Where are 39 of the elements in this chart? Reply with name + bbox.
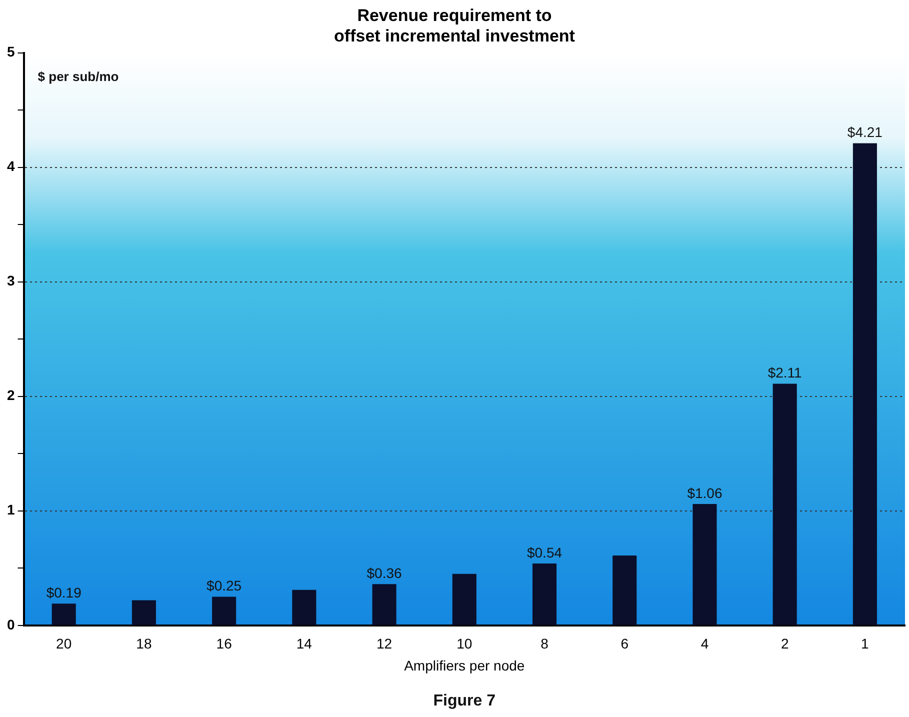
bar (692, 504, 717, 625)
bar (52, 604, 76, 625)
data-label: $0.25 (206, 578, 242, 594)
y-tick-label: 1 (6, 502, 15, 518)
data-label: $2.11 (768, 364, 802, 381)
x-tick-label: 16 (216, 636, 232, 652)
y-tick-label: 4 (6, 158, 15, 174)
x-tick-label: 12 (376, 636, 392, 652)
x-tick-label: 18 (136, 636, 152, 652)
y-tick-label: 0 (6, 616, 15, 632)
y-axis-title: $ per sub/mo (38, 68, 119, 84)
caption: Figure 7 (433, 692, 496, 710)
bar (372, 584, 396, 625)
x-axis-title: Amplifiers per node (404, 657, 525, 674)
bar (132, 600, 156, 625)
bar (212, 596, 236, 625)
data-label: $0.19 (46, 584, 82, 600)
bar (852, 143, 877, 625)
y-tick-label: 3 (6, 272, 15, 289)
bar (772, 384, 797, 625)
bar (612, 556, 637, 625)
x-tick-label: 20 (56, 636, 72, 652)
x-tick-label: 8 (540, 636, 549, 652)
x-tick-label: 14 (296, 636, 312, 652)
x-tick-label: 10 (456, 636, 472, 652)
data-label: $0.36 (366, 565, 402, 582)
x-tick-label: 4 (700, 636, 709, 652)
x-tick-label: 2 (780, 636, 789, 652)
y-tick-label: 2 (6, 387, 15, 404)
bar (532, 564, 557, 625)
x-tick-label: 1 (861, 636, 870, 652)
chart-title: Revenue requirement to offset incremental investment (334, 6, 576, 46)
x-tick-label: 6 (620, 636, 629, 652)
data-label: $0.54 (526, 544, 562, 560)
data-label: $4.21 (847, 124, 883, 140)
y-tick-label: 5 (6, 44, 15, 60)
bar (292, 590, 316, 625)
data-label: $1.06 (687, 484, 722, 501)
bar (452, 574, 476, 625)
